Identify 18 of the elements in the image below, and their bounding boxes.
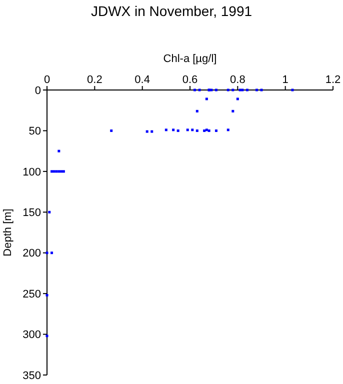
y-axis-title: Depth [m] — [2, 208, 14, 256]
y-tick-label: 50 — [28, 126, 41, 138]
y-tick-label: 300 — [22, 329, 41, 342]
x-tick-label: 1 — [282, 74, 288, 86]
y-tick-label: 200 — [22, 248, 41, 260]
x-tick-label: 0.2 — [87, 74, 102, 86]
x-tick-label: 0.8 — [230, 74, 246, 86]
x-axis-title: Chl-a [µg/l] — [163, 53, 217, 65]
x-tick-label: 0 — [44, 74, 50, 86]
x-tick-label: 0.6 — [182, 74, 198, 86]
y-tick-label: 0 — [34, 84, 41, 97]
chart-title: JDWX in November, 1991 — [90, 3, 252, 19]
y-tick-label: 350 — [22, 370, 41, 382]
y-tick-label: 150 — [22, 206, 41, 219]
x-tick-label: 0.4 — [134, 74, 150, 86]
y-tick-label: 250 — [22, 288, 41, 300]
y-tick-label: 100 — [22, 166, 41, 178]
x-tick-label: 1.2 — [325, 74, 341, 86]
